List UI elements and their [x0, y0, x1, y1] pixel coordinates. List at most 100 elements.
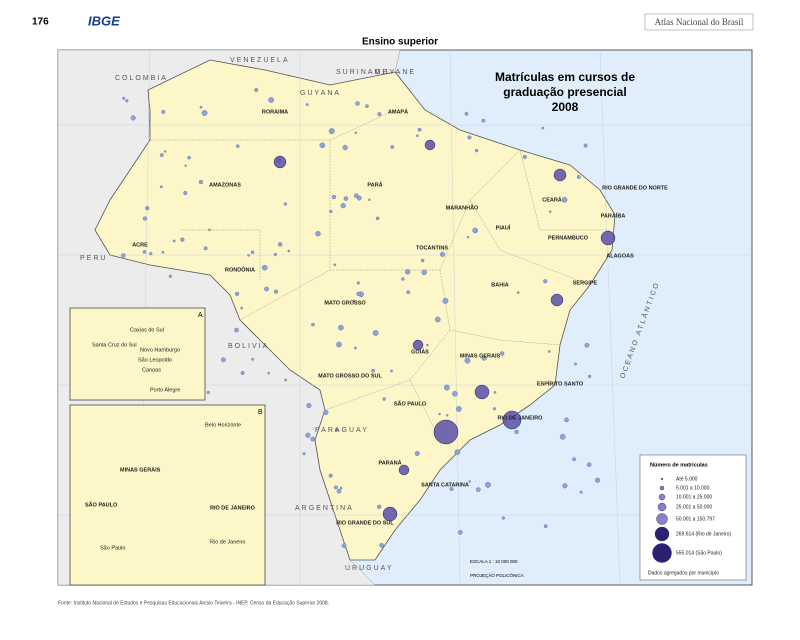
legend-symbol [656, 513, 668, 525]
city-bubble [273, 289, 279, 294]
state-label: ACRE [132, 242, 148, 248]
city-bubble [574, 362, 577, 366]
city-bubble [455, 406, 462, 412]
city-bubble [379, 543, 384, 548]
map-title: graduação presencial [503, 85, 626, 99]
city-bubble [122, 96, 126, 100]
legend-symbol [657, 502, 667, 512]
city-bubble [564, 417, 569, 423]
city-bubble [340, 203, 346, 209]
city-bubble [130, 115, 136, 121]
city-bubble [336, 489, 342, 494]
city-bubble [442, 297, 449, 304]
city-bubble [492, 407, 496, 411]
projection-text: PROJEÇÃO POLICÔNICA [470, 572, 524, 578]
state-label: MINAS GERAIS [460, 353, 501, 359]
city-bubble [401, 277, 405, 281]
state-label: ALAGOAS [606, 253, 634, 259]
city-bubble [464, 357, 471, 364]
legend-symbol [654, 526, 670, 542]
legend-symbol [660, 477, 664, 481]
legend-label: 10.001 a 25.000 [676, 494, 712, 500]
city-bubble [421, 269, 427, 275]
city-bubble [264, 286, 269, 292]
city-bubble [553, 168, 567, 182]
city-bubble [481, 355, 487, 361]
inset-city: Canoas [142, 367, 161, 373]
city-bubble [333, 263, 337, 267]
city-bubble [354, 131, 357, 134]
city-bubble [334, 428, 339, 432]
city-bubble [464, 111, 469, 116]
publisher-logo: IBGE [88, 13, 120, 28]
city-bubble [445, 414, 449, 417]
city-bubble [334, 485, 338, 490]
state-label: RONDÔNIA [225, 265, 255, 273]
scale-text: ESCALA 1 : 10 000 000 [470, 559, 518, 564]
city-bubble [354, 346, 357, 350]
city-bubble [543, 279, 548, 284]
state-label: RORAIMA [262, 109, 288, 115]
city-bubble [250, 250, 255, 254]
city-bubble [336, 341, 342, 348]
city-bubble [287, 249, 291, 253]
city-bubble [187, 155, 191, 160]
city-bubble [331, 194, 337, 200]
state-label: ESPÍRITO SANTO [537, 379, 584, 387]
city-bubble [311, 322, 315, 327]
country-label: GUYANA [300, 90, 341, 97]
state-label: TOCANTINS [416, 245, 448, 251]
state-label: MATO GROSSO [324, 300, 366, 306]
city-bubble [458, 530, 463, 535]
legend-symbol [659, 485, 665, 491]
city-bubble [208, 228, 211, 232]
city-bubble [161, 110, 166, 114]
city-bubble [183, 191, 188, 195]
city-bubble [319, 142, 326, 149]
city-bubble [247, 254, 250, 257]
country-label: VENEZUELA [230, 57, 290, 64]
city-bubble [559, 433, 566, 440]
city-bubble [235, 291, 240, 296]
city-bubble [404, 269, 411, 275]
city-bubble [267, 371, 270, 375]
city-bubble [198, 179, 204, 185]
city-bubble [168, 274, 172, 278]
city-bubble [398, 464, 410, 476]
city-bubble [341, 543, 347, 548]
legend-label: 25.001 a 50.000 [676, 504, 712, 510]
city-bubble [416, 134, 419, 138]
city-bubble [516, 291, 520, 294]
city-bubble [600, 230, 616, 246]
city-bubble [206, 390, 210, 395]
city-bubble [426, 343, 429, 347]
country-label: ARGENTINA [295, 505, 354, 512]
city-bubble [328, 128, 335, 135]
city-bubble [163, 150, 167, 153]
city-bubble [159, 185, 163, 189]
state-borders [150, 109, 610, 441]
city-bubbles [99, 88, 616, 548]
city-bubble [454, 449, 461, 455]
city-bubble [338, 324, 344, 331]
state-label: SERGIPE [573, 280, 598, 286]
city-bubble [375, 216, 380, 221]
legend-label: 269.614 (Rio de Janeiro) [676, 531, 731, 537]
city-bubble [443, 384, 450, 391]
city-bubble [283, 202, 287, 206]
city-bubble [240, 371, 245, 375]
city-bubble [467, 135, 472, 140]
state-label: AMAZONAS [209, 182, 241, 188]
city-bubble [372, 330, 379, 336]
city-bubble [584, 342, 590, 348]
city-bubble [583, 143, 588, 148]
state-label: BAHIA [491, 282, 508, 288]
country-label: COLOMBIA [115, 75, 168, 82]
state-label: RIO GRANDE DO SUL [336, 520, 394, 526]
state-label: MARANHÃO [446, 204, 479, 211]
city-bubble [475, 487, 481, 492]
city-bubble [588, 374, 592, 379]
city-bubble [414, 451, 420, 456]
